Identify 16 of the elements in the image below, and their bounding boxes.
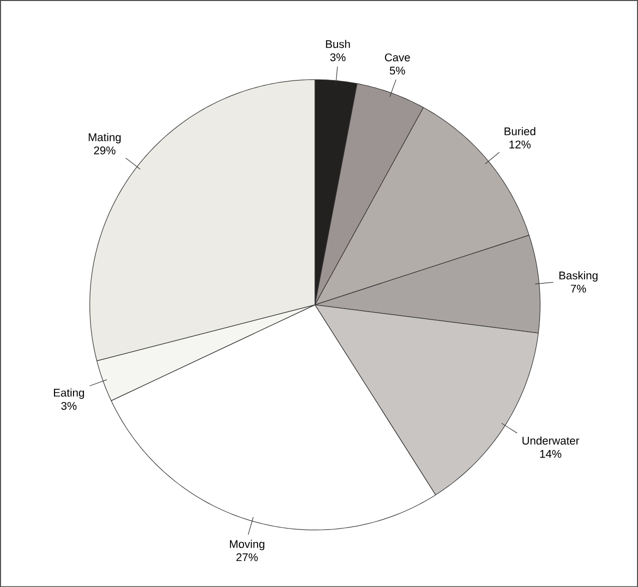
data-label: 12% [510, 140, 531, 148]
slice-label: Mating [88, 132, 121, 144]
data-label: 27% [236, 553, 258, 561]
slice-label: Cave [384, 53, 410, 62]
slice-label: Eating [54, 388, 84, 399]
data-label: 14% [540, 450, 562, 458]
data-label: 3% [330, 53, 346, 62]
slice-label: Basking [559, 271, 598, 282]
data-label: 29% [94, 146, 116, 154]
slice-label: Underwater [522, 436, 580, 445]
slice-label: Buried [504, 126, 536, 136]
slice-label: Bush [326, 40, 350, 48]
slice-label: Moving [230, 540, 264, 550]
data-label: 5% [390, 66, 406, 74]
data-label: 7% [570, 284, 586, 292]
data-label: 3% [61, 402, 77, 410]
